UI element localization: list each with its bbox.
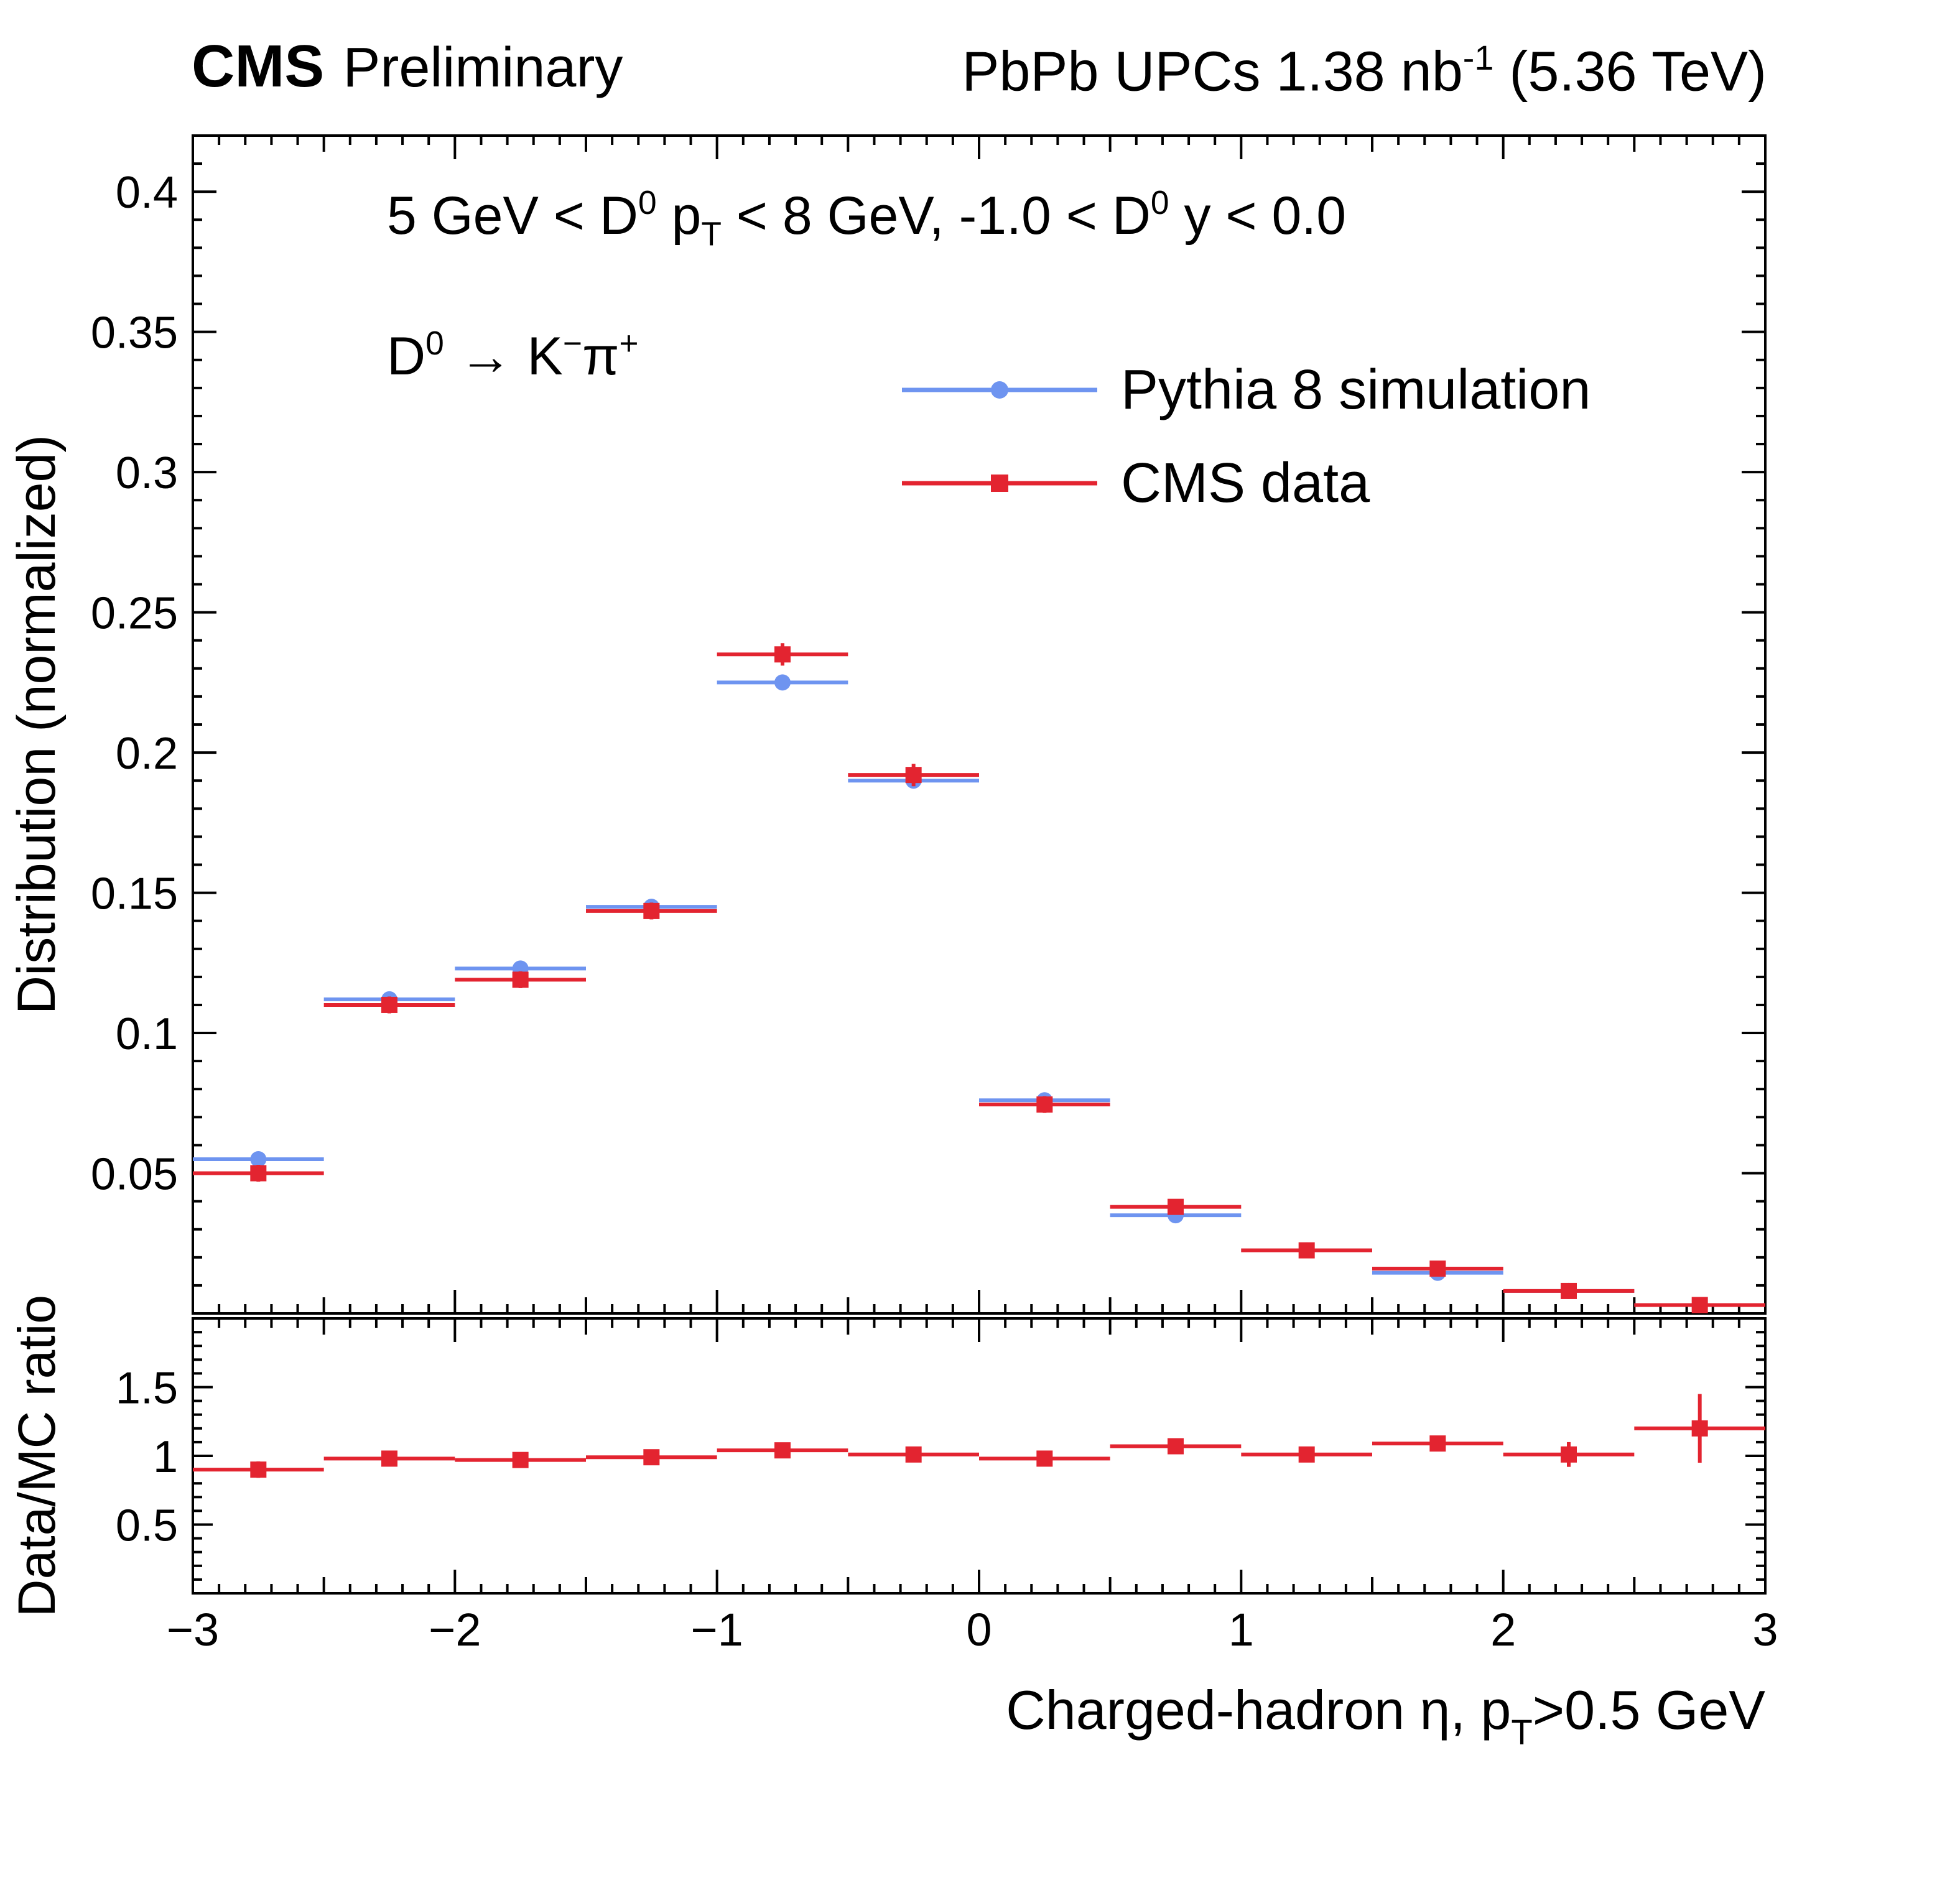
y-tick-label: 0.25 bbox=[91, 589, 178, 639]
experiment-label: CMS bbox=[192, 33, 325, 100]
data-point-marker bbox=[381, 996, 397, 1013]
legend-marker-square bbox=[902, 475, 1097, 492]
legend-item: CMS data bbox=[897, 437, 1591, 530]
kinematics-annotation: 5 GeV < D0 pT < 8 GeV, -1.0 < D0 y < 0.0 bbox=[387, 185, 1347, 253]
data-point-marker bbox=[1691, 1297, 1708, 1313]
text-segment: T bbox=[1511, 1713, 1532, 1752]
legend-item: Pythia 8 simulation bbox=[897, 343, 1591, 437]
x-tick-label: 0 bbox=[966, 1604, 992, 1655]
data-point-marker bbox=[905, 767, 922, 784]
mc-point-marker bbox=[250, 1151, 267, 1167]
data-point-marker bbox=[643, 902, 660, 919]
data-point-marker bbox=[512, 971, 529, 988]
lumi-label: PbPb UPCs 1.38 nb-1 (5.36 TeV) bbox=[962, 38, 1767, 103]
x-tick-label: −3 bbox=[167, 1604, 219, 1655]
data-point-marker bbox=[1298, 1242, 1315, 1259]
ratio-y-tick-label: 0.5 bbox=[116, 1501, 178, 1551]
preliminary-label: Preliminary bbox=[343, 37, 623, 99]
ratio-point-marker bbox=[1429, 1435, 1446, 1452]
ratio-point-marker bbox=[1561, 1446, 1577, 1463]
data-point-marker bbox=[774, 646, 791, 663]
x-tick-label: 2 bbox=[1490, 1604, 1516, 1655]
text-segment: Charged-hadron η, p bbox=[1006, 1679, 1511, 1741]
ratio-point-marker bbox=[1168, 1438, 1184, 1455]
ratio-y-tick-label: 1.5 bbox=[116, 1364, 178, 1414]
data-point-marker bbox=[1168, 1198, 1184, 1215]
ratio-point-marker bbox=[512, 1452, 529, 1468]
ratio-panel-frame bbox=[192, 1317, 1767, 1595]
y-tick-label: 0.35 bbox=[91, 308, 178, 358]
ratio-point-marker bbox=[250, 1461, 267, 1478]
x-tick-label: 1 bbox=[1228, 1604, 1254, 1655]
y-tick-label: 0.4 bbox=[116, 168, 178, 218]
ratio-point-marker bbox=[905, 1446, 922, 1463]
y-tick-label: 0.2 bbox=[116, 729, 178, 779]
ratio-y-axis-title: Data/MC ratio bbox=[7, 1295, 66, 1617]
ratio-point-marker bbox=[1036, 1450, 1053, 1467]
ratio-point-marker bbox=[1691, 1420, 1708, 1437]
legend-label: CMS data bbox=[1121, 451, 1370, 514]
data-point-marker bbox=[1036, 1096, 1053, 1113]
text-segment: >0.5 GeV bbox=[1533, 1679, 1766, 1741]
legend-marker bbox=[991, 381, 1008, 399]
legend-marker bbox=[991, 475, 1008, 492]
data-point-marker bbox=[1429, 1260, 1446, 1277]
y-tick-label: 0.15 bbox=[91, 869, 178, 919]
ratio-point-marker bbox=[643, 1449, 660, 1466]
x-tick-label: −2 bbox=[429, 1604, 481, 1655]
legend-label: Pythia 8 simulation bbox=[1121, 358, 1591, 421]
x-tick-label: −1 bbox=[690, 1604, 743, 1655]
ratio-point-marker bbox=[381, 1450, 397, 1467]
main-panel-frame bbox=[192, 134, 1767, 1315]
mc-point-marker bbox=[774, 674, 791, 691]
ratio-y-tick-label: 1 bbox=[153, 1432, 178, 1482]
x-axis-title: Charged-hadron η, pT>0.5 GeV bbox=[1006, 1679, 1765, 1752]
y-tick-label: 0.3 bbox=[116, 448, 178, 498]
legend-marker-circle bbox=[902, 381, 1097, 399]
legend: Pythia 8 simulation CMS data bbox=[897, 343, 1591, 530]
decay-annotation: D0 → K−π+ bbox=[387, 325, 639, 386]
y-tick-label: 0.05 bbox=[91, 1150, 178, 1200]
header-left: CMS Preliminary bbox=[192, 32, 623, 101]
ratio-point-marker bbox=[1298, 1446, 1315, 1463]
x-tick-label: 3 bbox=[1752, 1604, 1778, 1655]
ratio-point-marker bbox=[774, 1442, 791, 1459]
y-axis-title: Distribution (normalized) bbox=[7, 435, 67, 1014]
data-point-marker bbox=[1561, 1282, 1577, 1299]
y-tick-label: 0.1 bbox=[116, 1009, 178, 1059]
data-point-marker bbox=[250, 1165, 267, 1182]
